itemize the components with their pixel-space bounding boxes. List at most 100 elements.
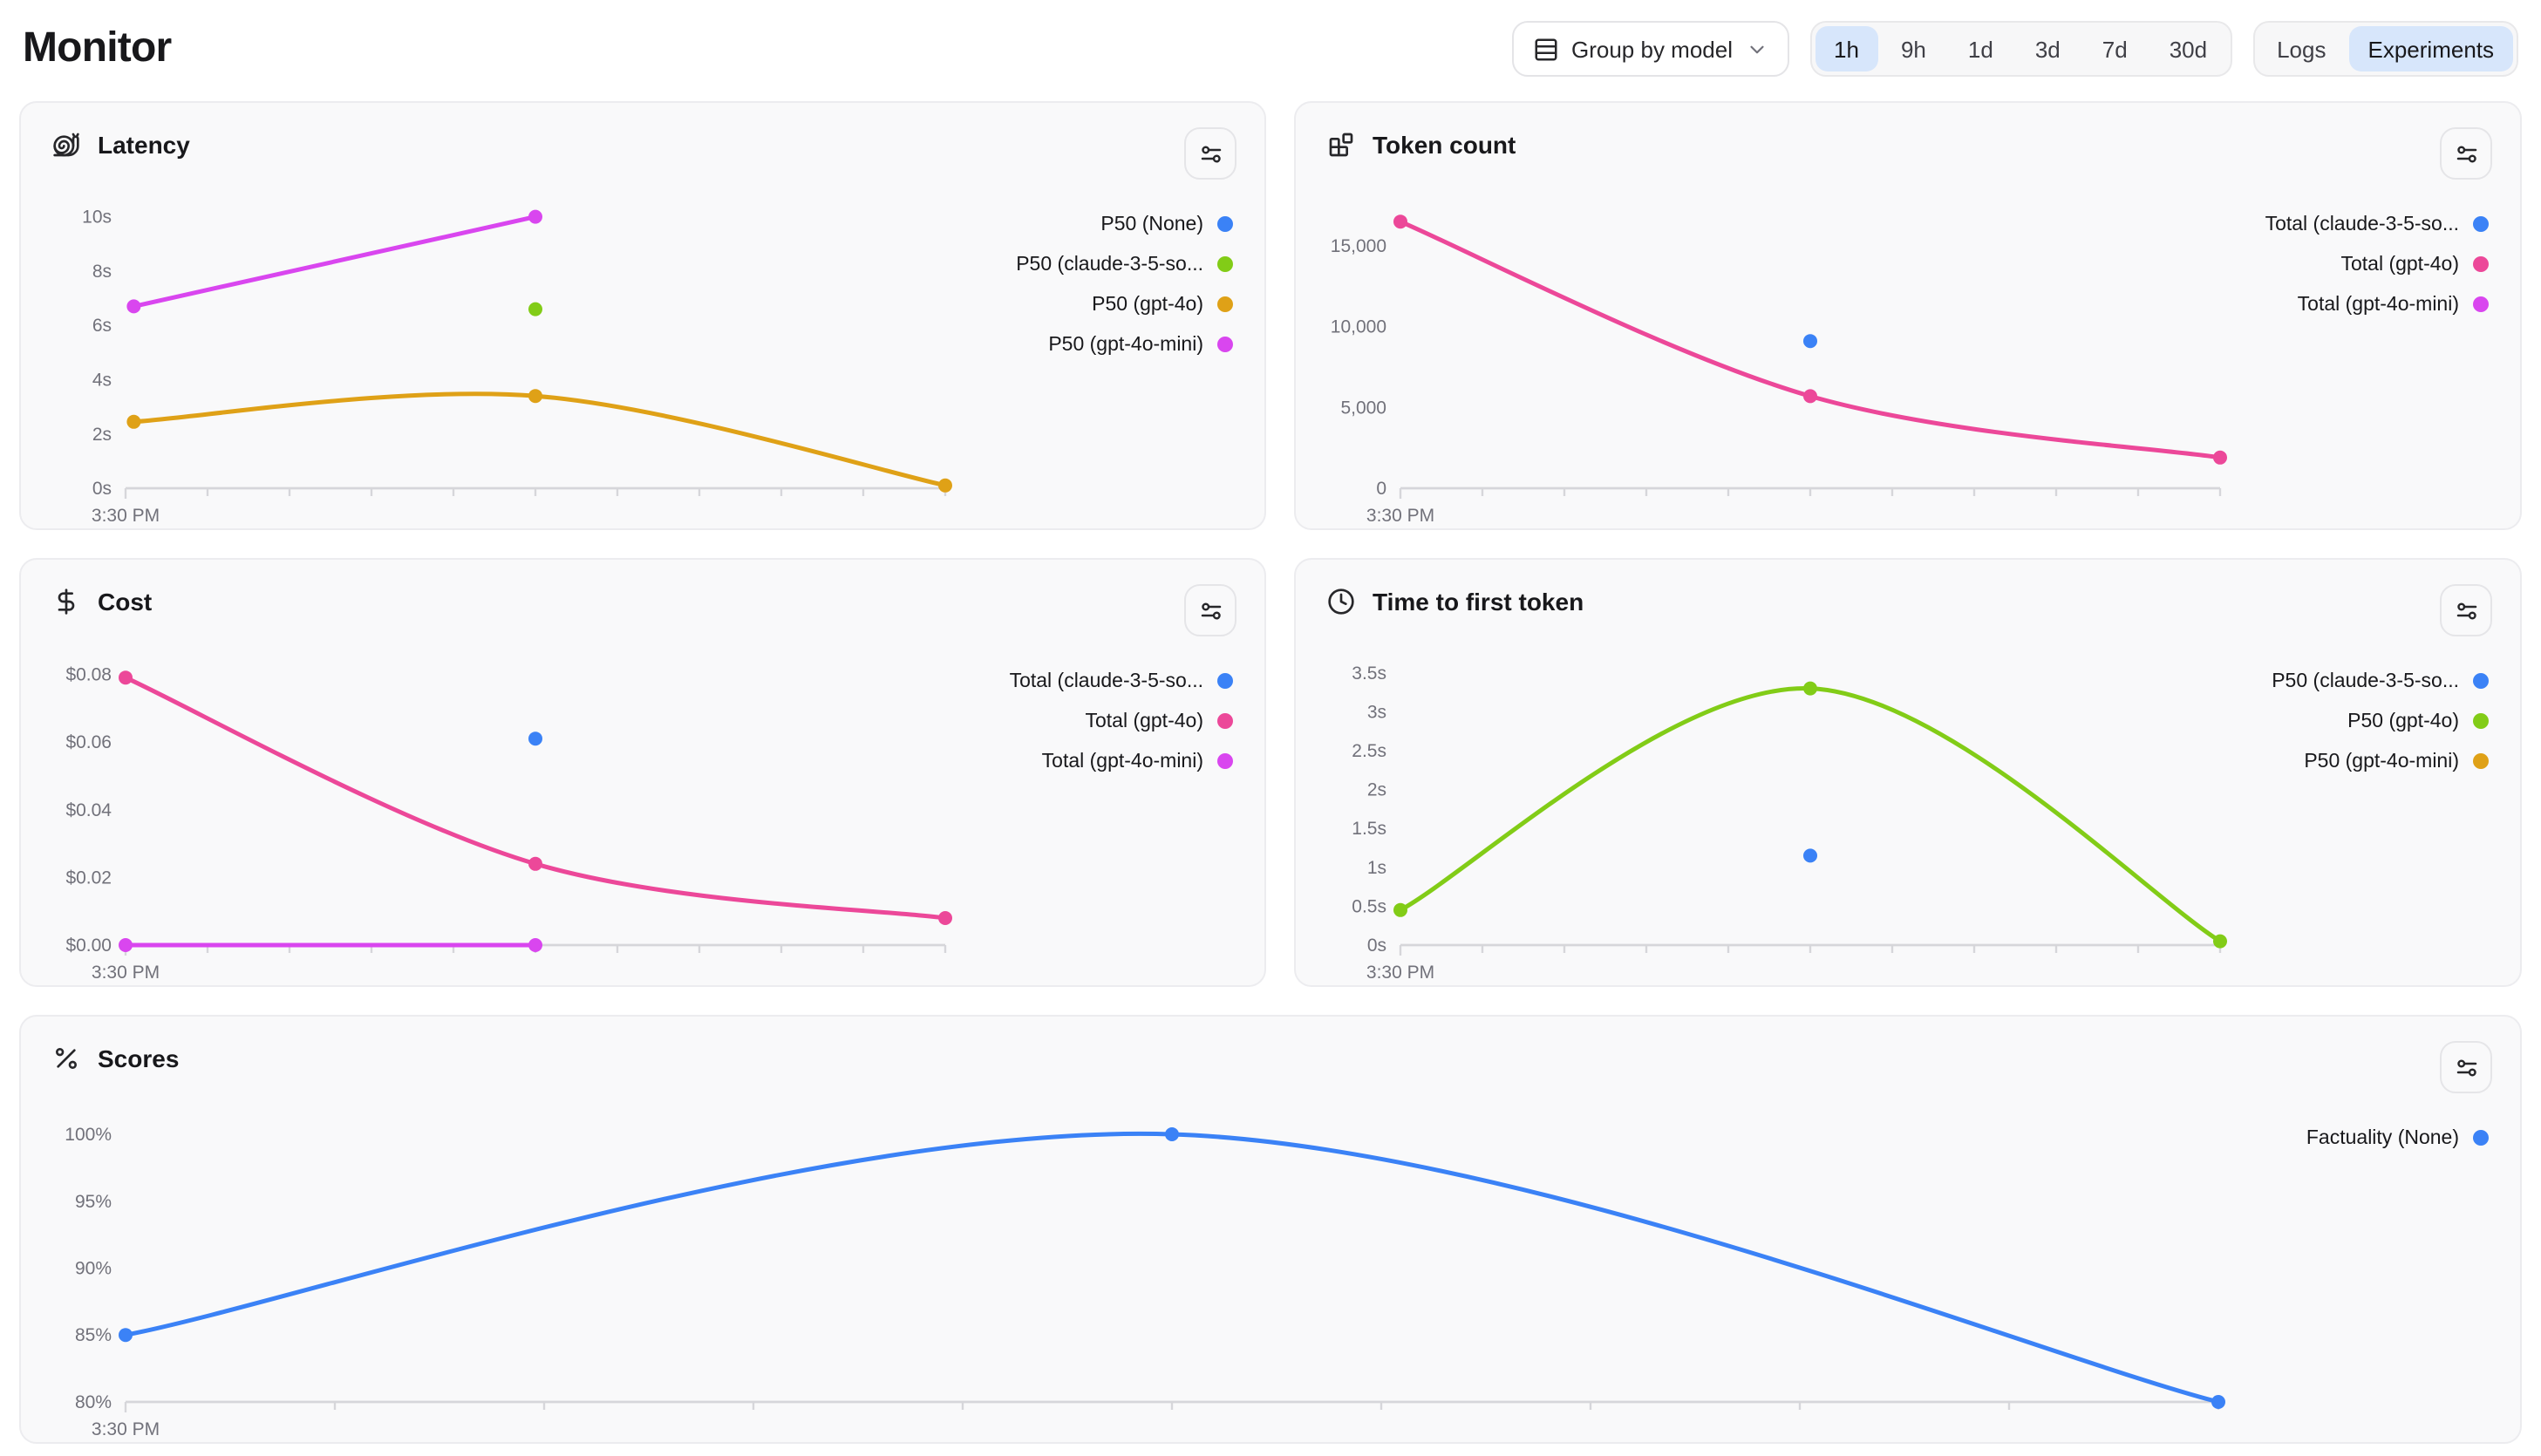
- sliders-icon: [2453, 1054, 2479, 1080]
- group-by-label: Group by model: [1571, 36, 1733, 62]
- sliders-icon: [2453, 597, 2479, 623]
- charts-grid: Latency 10s 8s 6s 4s 2s 0s 3:30 PM P50 (None) P50…: [0, 101, 2541, 1444]
- time-range-30d[interactable]: 30d: [2150, 26, 2226, 71]
- y-tick-label: 3s: [1367, 702, 1386, 722]
- chart-legend: Total (claude-3-5-so... Total (gpt-4o) Tot…: [966, 629, 1233, 774]
- card-header: Token count: [1327, 127, 2489, 162]
- legend-item: Total (gpt-4o-mini): [1042, 748, 1233, 774]
- y-tick-label: 4s: [92, 370, 112, 390]
- series-line: [123, 675, 948, 921]
- data-point: [528, 389, 542, 404]
- y-tick-label: 10,000: [1331, 317, 1386, 337]
- series-line: [131, 214, 538, 309]
- chart-title: Latency: [98, 131, 190, 159]
- data-point: [1803, 334, 1817, 349]
- y-tick-label: 6s: [92, 316, 112, 336]
- legend-dot: [2473, 256, 2489, 272]
- time-range-1d[interactable]: 1d: [1949, 26, 2013, 71]
- legend-label: P50 (gpt-4o-mini): [2304, 751, 2459, 772]
- view-toggle-logs[interactable]: Logs: [2258, 26, 2345, 71]
- x-axis-time-label: 3:30 PM: [92, 506, 160, 526]
- data-point: [119, 1328, 133, 1343]
- token-count-chart: 15,000 10,000 5,000 0 3:30 PM: [1331, 214, 2227, 526]
- legend-label: P50 (gpt-4o): [2347, 711, 2459, 731]
- page-title: Monitor: [23, 24, 172, 71]
- chart-legend: Factuality (None): [2239, 1086, 2489, 1151]
- legend-dot: [2473, 296, 2489, 312]
- y-tick-label: 0: [1376, 479, 1386, 499]
- x-axis-time-label: 3:30 PM: [92, 963, 160, 983]
- y-tick-label: 100%: [65, 1125, 112, 1145]
- y-tick-label: $0.02: [65, 867, 112, 888]
- data-point: [2211, 1395, 2225, 1409]
- legend-dot: [1217, 256, 1233, 272]
- card-body: 3.5s 3s 2.5s 2s 1.5s 1s 0.5s 0s 3:30 PM P50 (clau…: [1327, 629, 2489, 985]
- chart-settings-button[interactable]: [1184, 127, 1236, 180]
- view-toggle-experiments[interactable]: Experiments: [2348, 26, 2513, 71]
- time-range-9h[interactable]: 9h: [1882, 26, 1945, 71]
- y-tick-label: 3.5s: [1352, 663, 1386, 684]
- y-tick-label: 8s: [92, 262, 112, 282]
- data-point: [1393, 902, 1407, 917]
- series-line: [131, 391, 948, 488]
- x-axis-time-label: 3:30 PM: [1366, 506, 1434, 526]
- y-tick-label: 2s: [92, 425, 112, 445]
- sliders-icon: [1197, 140, 1223, 167]
- token-count-card: Token count 15,000 10,000 5,000 0 3:30 PM Tota…: [1294, 101, 2522, 530]
- legend-label: Factuality (None): [2306, 1127, 2459, 1148]
- header-controls: Group by model 1h 9h 1d 3d 7d 30d Logs Experim…: [1512, 21, 2518, 77]
- percent-icon: [52, 1044, 80, 1072]
- chart-settings-button[interactable]: [1184, 584, 1236, 636]
- dollar-icon: [52, 588, 80, 616]
- y-tick-label: 2s: [1367, 780, 1386, 800]
- y-tick-label: 10s: [82, 208, 112, 228]
- time-to-first-token-card: Time to first token 3.5s 3s 2.5s 2s 1.5s 1s 0.5…: [1294, 558, 2522, 987]
- y-tick-label: 0s: [92, 479, 112, 499]
- time-range-group: 1h 9h 1d 3d 7d 30d: [1809, 21, 2232, 77]
- snail-icon: [52, 131, 80, 159]
- legend-label: Total (gpt-4o): [2340, 254, 2459, 275]
- card-header: Scores: [52, 1041, 2489, 1076]
- y-tick-label: 0.5s: [1352, 896, 1386, 916]
- legend-item: Total (gpt-4o): [1085, 708, 1233, 734]
- legend-label: Total (gpt-4o-mini): [1041, 751, 1203, 772]
- legend-item: P50 (claude-3-5-so...: [2272, 668, 2489, 694]
- legend-item: P50 (gpt-4o-mini): [1048, 331, 1233, 357]
- y-tick-label: $0.08: [65, 664, 112, 684]
- chart-title: Scores: [98, 1044, 180, 1072]
- time-to-first-token-chart: 3.5s 3s 2.5s 2s 1.5s 1s 0.5s 0s 3:30 PM: [1352, 663, 2227, 983]
- chart-settings-button[interactable]: [2440, 584, 2492, 636]
- y-tick-label: $0.00: [65, 936, 112, 956]
- series-line: [1398, 686, 2223, 944]
- legend-item: P50 (gpt-4o): [1092, 291, 1233, 317]
- time-range-3d[interactable]: 3d: [2016, 26, 2080, 71]
- data-point: [126, 299, 141, 314]
- legend-label: Total (claude-3-5-so...: [2265, 214, 2459, 235]
- data-point: [938, 911, 952, 925]
- view-toggle-group: Logs Experiments: [2252, 21, 2518, 77]
- chart-title: Cost: [98, 588, 153, 616]
- latency-card: Latency 10s 8s 6s 4s 2s 0s 3:30 PM P50 (None) P50…: [19, 101, 1266, 530]
- card-body: $0.08 $0.06 $0.04 $0.02 $0.00 3:30 PM Total (c…: [52, 629, 1233, 985]
- y-tick-label: 15,000: [1331, 236, 1386, 256]
- chart-settings-button[interactable]: [2440, 1041, 2492, 1093]
- legend-item: P50 (None): [1100, 211, 1233, 237]
- time-range-7d[interactable]: 7d: [2083, 26, 2147, 71]
- data-point: [126, 414, 141, 429]
- clock-icon: [1327, 588, 1355, 616]
- chevron-down-icon: [1745, 37, 1768, 60]
- chart-settings-button[interactable]: [2440, 127, 2492, 180]
- data-point: [1393, 214, 1407, 229]
- rows-icon: [1533, 36, 1559, 62]
- blocks-icon: [1327, 131, 1355, 159]
- legend-dot: [1217, 337, 1233, 352]
- legend-dot: [1217, 713, 1233, 729]
- y-tick-label: 85%: [75, 1325, 112, 1345]
- data-point: [938, 478, 952, 493]
- data-point: [1803, 848, 1817, 863]
- legend-item: P50 (claude-3-5-so...: [1016, 251, 1233, 277]
- scores-chart: 100% 95% 90% 85% 80% 3:30 PM: [65, 1125, 2225, 1439]
- group-by-button[interactable]: Group by model: [1512, 21, 1788, 77]
- time-range-1h[interactable]: 1h: [1815, 26, 1878, 71]
